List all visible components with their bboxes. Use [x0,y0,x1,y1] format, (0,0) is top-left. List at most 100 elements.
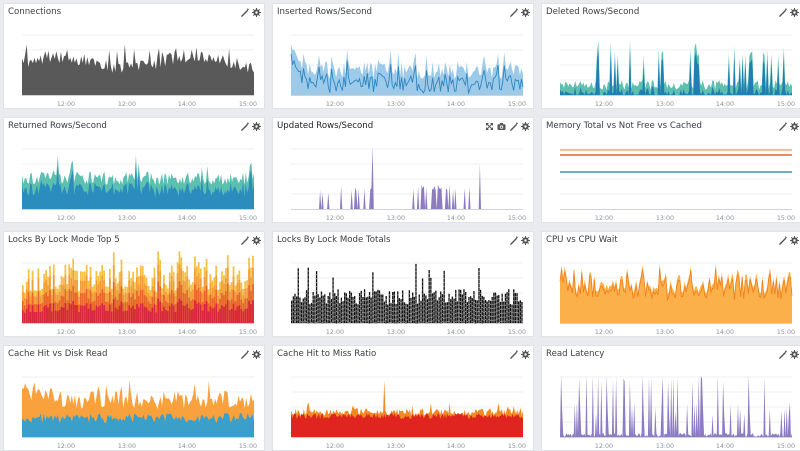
bar-segment [317,301,319,303]
x-tick-label: 12:00 [57,443,75,450]
stacked-bar [470,296,472,323]
stacked-bar [89,303,92,323]
x-tick-label: 13:00 [387,101,405,108]
gear-icon[interactable] [252,349,261,359]
bar-segment [468,316,470,318]
stacked-bar [101,303,104,323]
bar-segment [513,316,515,318]
panel-connections[interactable]: Connections 12:00 12:00 14:00 15:00 [3,3,265,109]
bar-segment [511,311,513,313]
edit-icon[interactable] [509,349,518,359]
panel-read-latency[interactable]: Read Latency 12:00 13:00 14:00 15:00 [541,345,800,451]
stacked-bar [521,301,523,323]
bar-segment [415,318,417,320]
bar-segment [428,289,430,291]
bar-segment [332,304,334,306]
bar-segment [363,304,366,306]
edit-icon[interactable] [778,121,787,131]
stacked-bar [78,312,80,323]
gear-icon[interactable] [790,235,799,245]
bar-segment [315,290,318,292]
bar-segment [397,294,399,296]
gear-icon[interactable] [521,7,530,17]
panel-title: CPU vs CPU Wait [546,235,618,245]
bar-segment [418,321,420,323]
bar-segment [461,313,464,315]
bar-segment [498,310,500,312]
panel-updated-rows-second[interactable]: Updated Rows/Second 12:00 13:00 14:00 15:00 [272,117,534,223]
bar-segment [460,316,462,318]
panel-returned-rows-second[interactable]: Returned Rows/Second 12:00 13:00 14:00 15:00 [3,117,265,223]
bar-segment [498,298,500,300]
panel-deleted-rows-second[interactable]: Deleted Rows/Second 12:00 13:00 14:00 15:00 [541,3,800,109]
bar-segment [315,302,318,304]
edit-icon[interactable] [240,235,249,245]
bar-segment [367,319,369,321]
gear-icon[interactable] [252,121,261,131]
stacked-bar [516,293,518,323]
stacked-bar [360,290,362,323]
gear-icon[interactable] [521,235,530,245]
gear-icon[interactable] [252,7,261,17]
edit-icon[interactable] [240,7,249,17]
bar-segment [498,306,500,308]
chart-series [560,40,792,95]
bar-segment [516,296,518,298]
edit-icon[interactable] [778,349,787,359]
panel-chart: 12:00 13:00 14:00 15:00 [559,262,795,336]
bar-segment [421,293,424,295]
panel-locks-by-lock-mode-top-5[interactable]: Locks By Lock Mode Top 5 12:00 13:00 14:00 1… [3,231,265,337]
stacked-bar [317,294,319,323]
stacked-bar [463,289,465,323]
bar-segment [297,315,299,317]
gear-icon[interactable] [521,349,530,359]
expand-icon[interactable] [485,122,494,131]
bar-segment [491,303,493,305]
bar-segment [488,315,490,317]
edit-icon[interactable] [778,7,787,17]
stacked-bar [209,306,212,323]
stacked-bar [141,303,144,323]
panel-cache-hit-vs-disk-read[interactable]: Cache Hit vs Disk Read 12:00 13:00 14:00 15:… [3,345,265,451]
bar-segment [426,322,429,324]
edit-icon[interactable] [240,121,249,131]
bar-segment [448,316,450,318]
stacked-bar [514,293,517,323]
stacked-bar [136,304,138,323]
bar-segment [438,320,440,322]
stacked-bar [334,293,336,323]
bar-segment [473,310,475,312]
panel-cpu-vs-cpu-wait[interactable]: CPU vs CPU Wait 12:00 13:00 14:00 15:00 [541,231,800,337]
stacked-bar [504,293,507,323]
stacked-bar [184,305,187,323]
gear-icon[interactable] [521,121,530,131]
panel-header: Deleted Rows/Second [542,4,800,20]
gear-icon[interactable] [790,349,799,359]
edit-icon[interactable] [240,349,249,359]
edit-icon[interactable] [778,235,787,245]
camera-icon[interactable] [497,122,506,131]
bar-segment [415,294,417,296]
bar-segment [357,307,359,309]
gear-icon[interactable] [252,235,261,245]
bar-segment [312,311,314,312]
stacked-bar [458,289,460,323]
panel-cache-hit-to-miss-ratio[interactable]: Cache Hit to Miss Ratio 12:00 13:00 14:00 15… [272,345,534,451]
bar-segment [380,321,382,323]
bar-segment [360,309,362,311]
bar-segment [324,301,326,303]
gear-icon[interactable] [790,7,799,17]
panel-inserted-rows-second[interactable]: Inserted Rows/Second 12:00 13:00 14:00 15:00 [272,3,534,109]
panel-locks-by-lock-mode-totals[interactable]: Locks By Lock Mode Totals 12:00 13:00 14:00… [272,231,534,337]
stacked-bar [310,302,313,323]
edit-icon[interactable] [509,235,518,245]
edit-icon[interactable] [509,121,518,131]
stacked-bar [445,302,447,323]
edit-icon[interactable] [509,7,518,17]
bar-segment [385,319,387,320]
gear-icon[interactable] [790,121,799,131]
panel-memory-total-vs-not-free-vs-cached[interactable]: Memory Total vs Not Free vs Cached 12:00 1… [541,117,800,223]
bar-segment [448,312,450,314]
bar-segment [373,322,376,324]
